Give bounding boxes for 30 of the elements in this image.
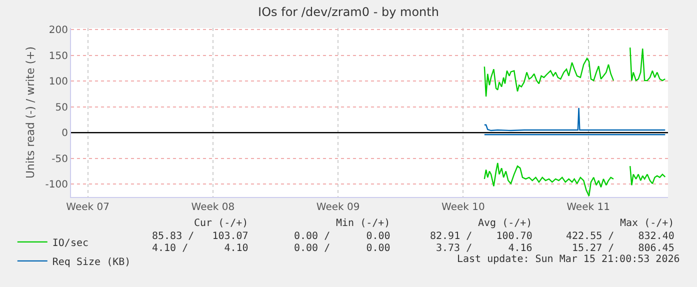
y-tick-label: 150 [48, 50, 68, 62]
y-tick-label: 50 [55, 102, 68, 114]
y-tick-label: 0 [62, 128, 68, 140]
text: 15.27 / 806.45 [572, 243, 674, 254]
text: 422.55 / 832.40 [566, 231, 674, 242]
legend-label: Req Size (KB) [52, 256, 131, 268]
text: Last update: Sun Mar 15 21:00:53 2026 [457, 254, 680, 265]
x-tick-label: Week 08 [191, 202, 235, 213]
x-tick-label: Week 11 [566, 202, 610, 213]
y-axis-title: Units read (-) / write (+) [24, 46, 37, 179]
legend-label: IO/sec [52, 238, 89, 249]
y-tick-label: 200 [48, 25, 68, 36]
text: Cur (-/+) [194, 218, 248, 229]
text: 0.00 / 0.00 [294, 243, 390, 254]
x-tick-label: Week 07 [66, 202, 110, 213]
text: 0.00 / 0.00 [294, 231, 390, 242]
chart-title: IOs for /dev/zram0 - by month [258, 5, 439, 20]
text: 85.83 / 103.07 [152, 231, 248, 242]
text: 4.10 / 4.10 [152, 243, 248, 254]
text: Max (-/+) [620, 218, 674, 229]
text: Avg (-/+) [478, 218, 532, 229]
y-tick-label: -100 [45, 180, 68, 191]
line-series [484, 107, 666, 132]
text: 82.91 / 100.70 [430, 231, 532, 242]
x-tick-label: Week 10 [442, 202, 485, 213]
text: 3.73 / 4.16 [436, 243, 532, 254]
x-tick-label: Week 09 [316, 202, 360, 213]
y-tick-label: -50 [52, 154, 68, 165]
y-tick-label: 100 [48, 76, 68, 88]
text: Min (-/+) [336, 218, 390, 229]
